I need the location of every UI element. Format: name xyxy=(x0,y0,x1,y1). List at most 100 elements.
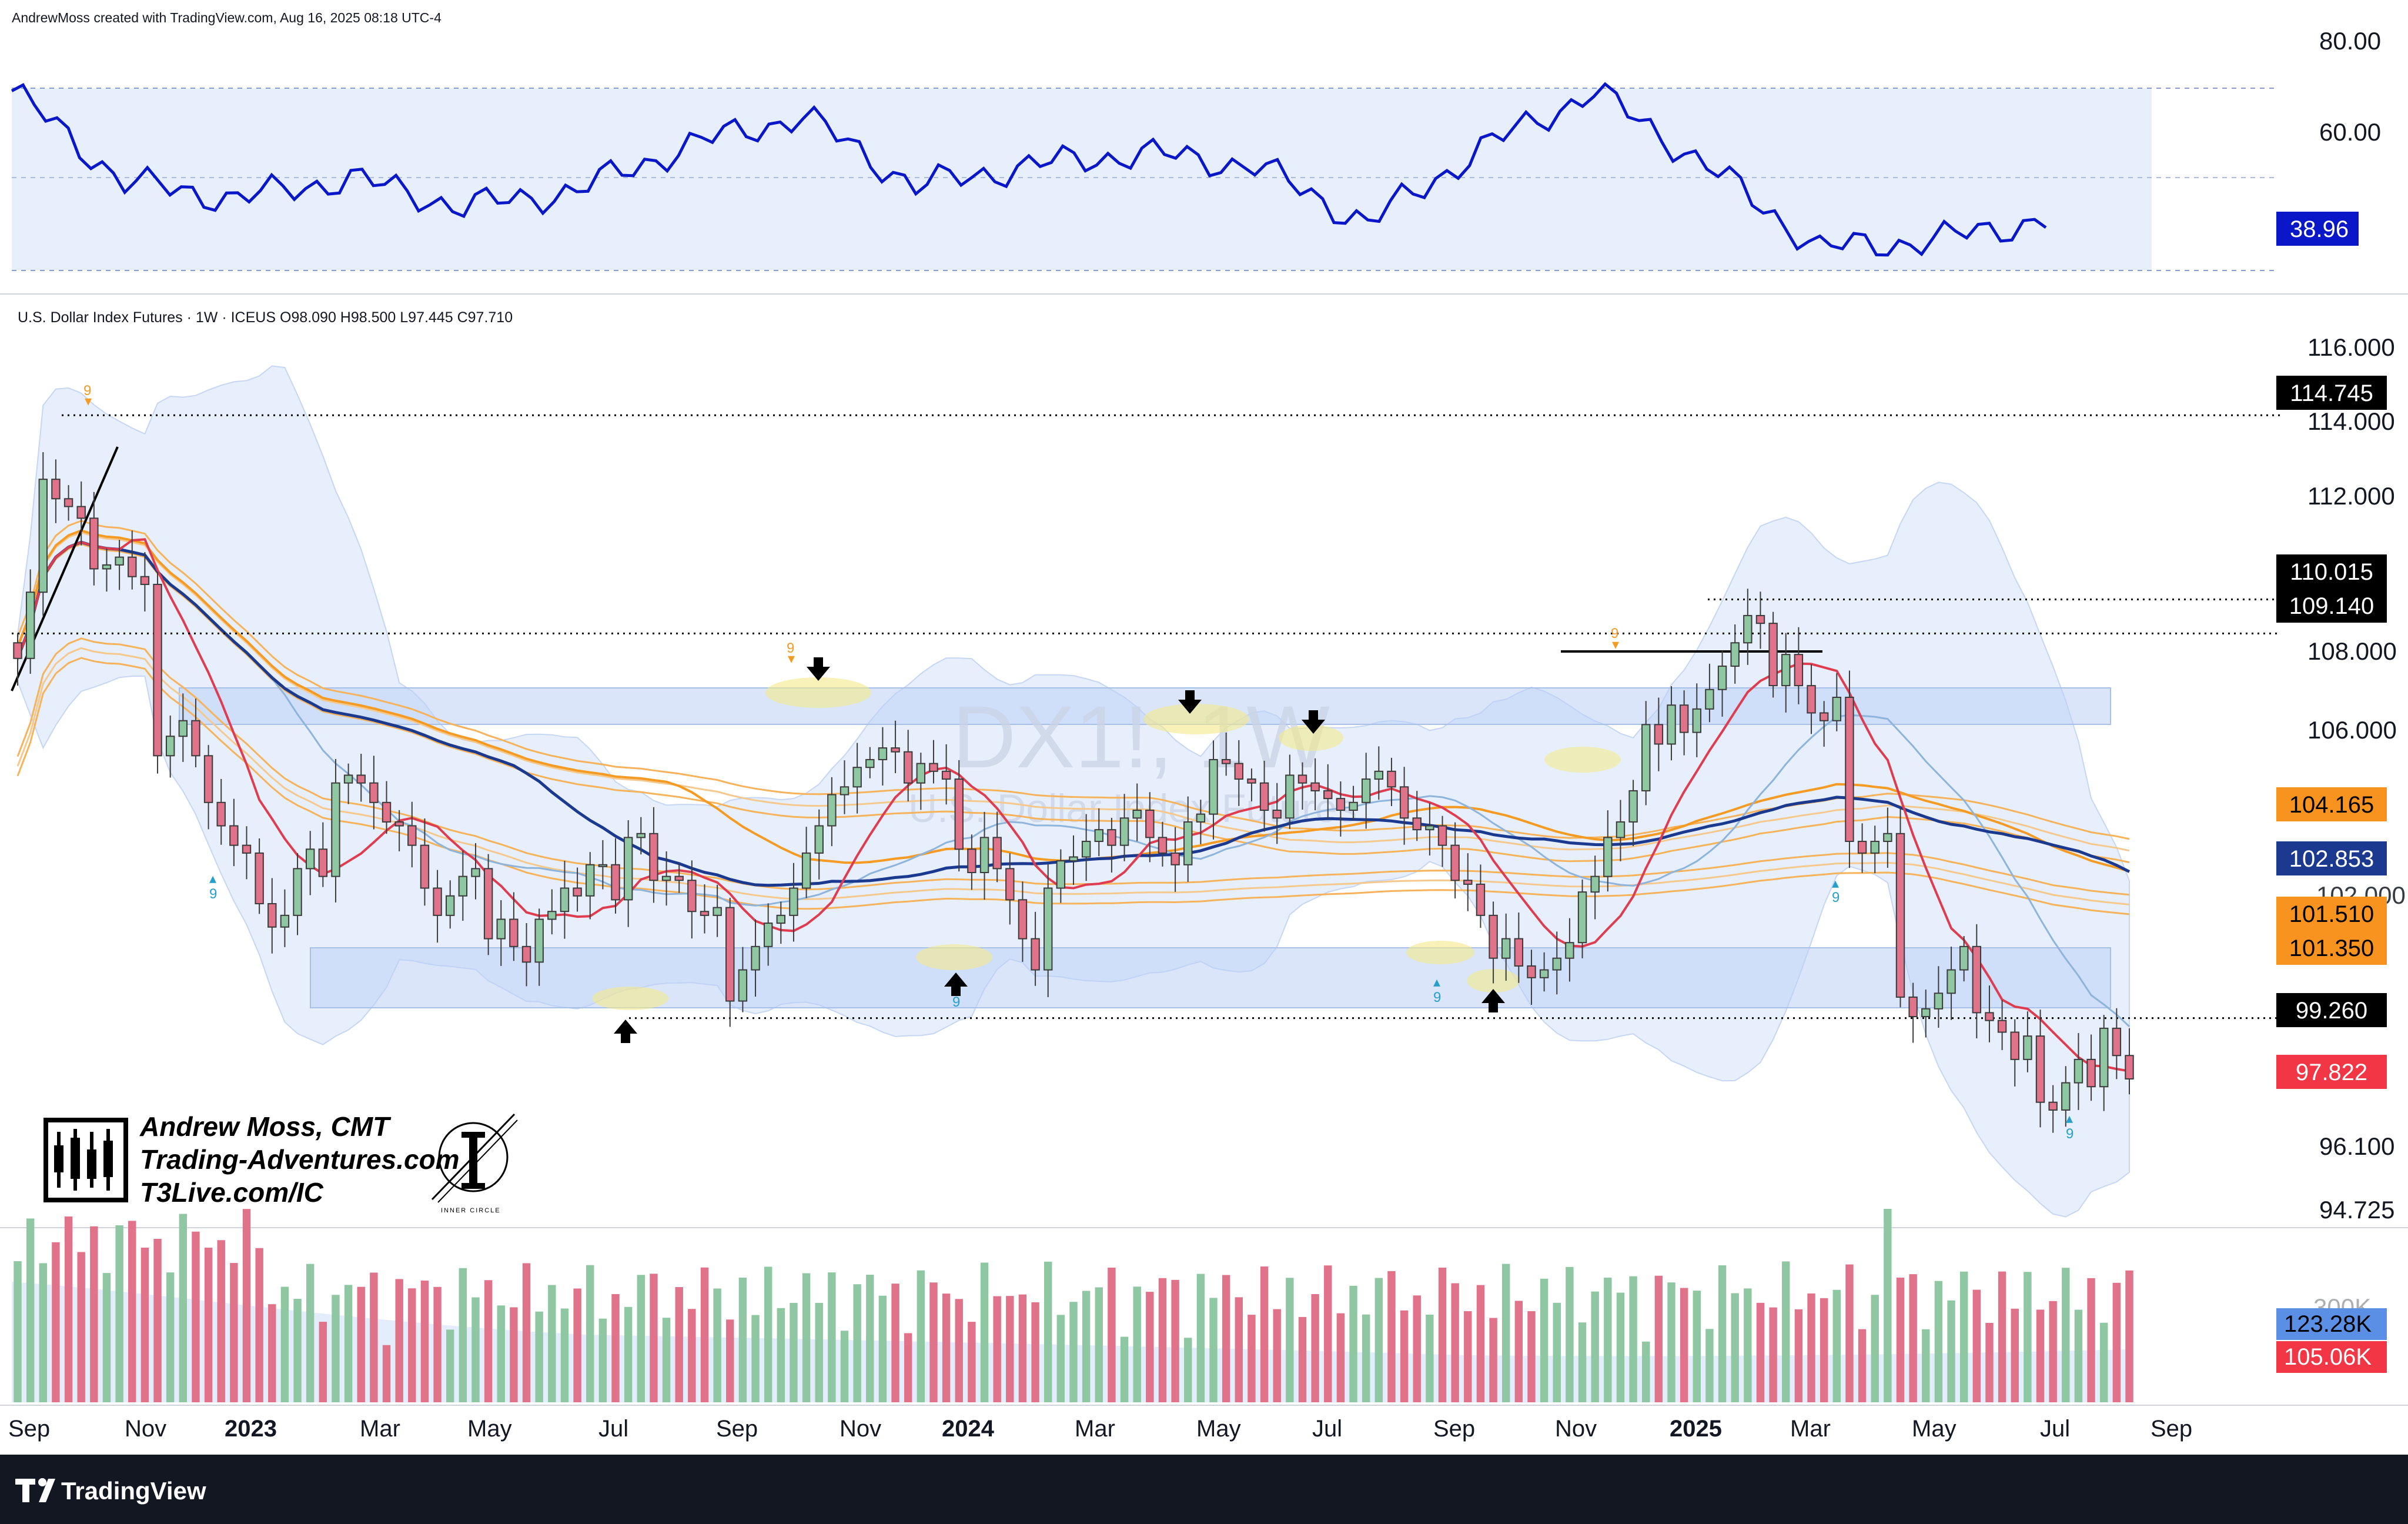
volume-bar xyxy=(1540,1278,1549,1402)
candle-up xyxy=(305,848,315,870)
volume-bar xyxy=(2125,1270,2133,1402)
candle-up xyxy=(1717,666,1727,690)
sequential-9-marker: 9 xyxy=(1611,626,1618,641)
candle xyxy=(1044,864,1053,997)
candle-up xyxy=(598,864,608,867)
candle-up xyxy=(1132,810,1142,819)
volume-bar xyxy=(357,1286,365,1402)
candle-down xyxy=(1336,798,1346,811)
candle-up xyxy=(446,895,455,916)
price-tag-label: 101.350 xyxy=(2289,935,2374,961)
count-markers: 9 ▾ 9 ▾ 9 ▾ ▴ 9 9 ▴ 9 ▴ 9 ▴ 9 xyxy=(83,383,2073,1142)
candle-down xyxy=(1908,996,1918,1018)
candle-down xyxy=(1259,782,1269,811)
volume-bar xyxy=(1209,1298,1218,1402)
volume-bar xyxy=(1044,1261,1052,1402)
volume-bar xyxy=(1476,1285,1485,1402)
candle xyxy=(1565,918,1574,982)
candle xyxy=(1755,591,1765,649)
brand-logo-icon xyxy=(71,1138,80,1179)
candle xyxy=(343,763,353,804)
volume-bar xyxy=(2049,1301,2057,1402)
candle-up xyxy=(738,969,748,1002)
volume-bar xyxy=(1095,1287,1103,1402)
candle xyxy=(1768,611,1778,698)
volume-bar xyxy=(280,1286,289,1402)
candle-up xyxy=(25,591,35,659)
volume-bar xyxy=(153,1238,162,1402)
candle-down xyxy=(89,517,99,570)
candle-up xyxy=(1947,969,1956,994)
candle-down xyxy=(1857,841,1867,854)
up-arrow-icon xyxy=(614,1020,637,1043)
candle xyxy=(700,884,710,934)
volume-bar xyxy=(344,1285,353,1402)
candle-down xyxy=(1145,810,1155,838)
sequential-9-marker: 9 xyxy=(2066,1126,2073,1142)
candle xyxy=(1641,701,1651,806)
ma-200-mid xyxy=(16,647,2130,905)
candle xyxy=(305,831,315,895)
volume-bar xyxy=(484,1280,493,1402)
candle-down xyxy=(153,583,162,757)
inner-circle-label: INNER CIRCLE xyxy=(441,1207,501,1214)
volume-bar xyxy=(828,1272,836,1402)
candle-up xyxy=(2023,1035,2032,1060)
candle xyxy=(954,760,964,872)
volume-bar xyxy=(1693,1291,1701,1402)
candle xyxy=(1437,816,1447,867)
price-axis: 116.000 114.000 112.000 108.000 106.000 … xyxy=(2307,333,2406,1224)
candle-up xyxy=(1590,875,1600,893)
brand-site: Trading-Adventures.com xyxy=(140,1144,460,1175)
candle-down xyxy=(1845,697,1854,843)
candle xyxy=(1094,808,1103,857)
volume-bar xyxy=(878,1295,887,1402)
candle-up xyxy=(1628,790,1638,823)
volume-bar xyxy=(39,1263,47,1402)
volume-bar xyxy=(1731,1293,1739,1402)
candle-up xyxy=(1959,945,1969,971)
volume-bar xyxy=(192,1231,200,1402)
time-tick-label: Mar xyxy=(1075,1416,1115,1442)
candle-down xyxy=(1489,914,1498,959)
price-tick-label: 112.000 xyxy=(2307,482,2395,510)
volume-bar xyxy=(815,1302,823,1402)
candle-up xyxy=(636,833,646,838)
brand-site-2: T3Live.com/IC xyxy=(140,1177,324,1208)
candle xyxy=(1323,764,1333,819)
candle xyxy=(1209,740,1218,840)
candle xyxy=(2073,1033,2083,1110)
candle xyxy=(382,781,392,834)
up-arrow-icon xyxy=(944,972,968,996)
candle-down xyxy=(1031,938,1040,971)
candle xyxy=(458,850,468,921)
candle-down xyxy=(1794,654,1804,687)
volume-bar xyxy=(1604,1277,1612,1402)
volume-bar xyxy=(1896,1277,1905,1402)
time-tick-label: 2023 xyxy=(225,1416,277,1442)
candle-up xyxy=(1425,825,1434,831)
candle xyxy=(1883,807,1892,868)
volume-bar xyxy=(1807,1293,1815,1402)
candle-up xyxy=(840,786,850,796)
candle xyxy=(1158,821,1168,867)
price-tag-bg xyxy=(2276,897,2387,931)
volume-bar xyxy=(1922,1329,1930,1402)
volume-bar xyxy=(90,1226,98,1402)
candle-down xyxy=(1527,965,1536,978)
candle-up xyxy=(1921,1008,1931,1018)
candle-up xyxy=(1552,957,1561,971)
candle xyxy=(420,818,430,906)
time-tick-label: Sep xyxy=(716,1416,758,1442)
candle xyxy=(1145,792,1155,863)
candle-down xyxy=(394,821,404,827)
volume-bar xyxy=(777,1308,785,1402)
candle xyxy=(623,820,633,927)
candle xyxy=(573,867,582,912)
candle xyxy=(25,569,35,674)
candle-down xyxy=(216,801,226,827)
candle-down xyxy=(1972,945,1982,1014)
candle xyxy=(1297,762,1307,810)
volume-bar xyxy=(1248,1315,1256,1402)
